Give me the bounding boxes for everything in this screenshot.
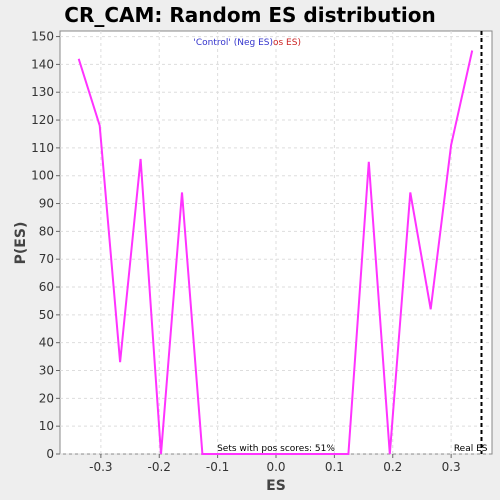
es-distribution-line [77,50,474,455]
y-tick-label: 20 [39,391,54,405]
pos-scores-annotation: Sets with pos scores: 51% [217,444,335,454]
y-tick-label: 80 [39,224,54,238]
y-tick-label: 140 [31,57,54,71]
gridlines [60,31,492,455]
legend-control-neg-es: 'Control' (Neg ES) [193,38,273,48]
y-tick-label: 0 [46,447,54,461]
chart-title: CR_CAM: Random ES distribution [64,3,435,27]
y-tick-label: 150 [31,30,54,44]
real-es-layer: Real ES [454,31,488,454]
series-layer [77,50,474,455]
real-es-label: Real ES [454,444,488,454]
y-tick-label: 120 [31,113,54,127]
y-tick-label: 130 [31,85,54,99]
y-tick-label: 50 [39,308,54,322]
y-tick-label: 40 [39,336,54,350]
y-tick-label: 100 [31,169,54,183]
x-axis: -0.3 -0.2 -0.1 0.0 0.1 0.2 0.3 [89,454,461,474]
y-tick-label: 60 [39,280,54,294]
x-tick-label: -0.1 [206,460,229,474]
x-axis-label: ES [266,478,286,494]
x-tick-label: 0.2 [383,460,402,474]
x-tick-label: 0.0 [266,460,285,474]
x-tick-label: -0.2 [148,460,171,474]
y-axis-label: P(ES) [13,222,29,265]
y-tick-label: 90 [39,197,54,211]
y-axis: 0 10 20 30 40 50 60 70 80 90 100 110 120 130 140 150 [31,30,60,461]
y-tick-label: 10 [39,419,54,433]
y-tick-label: 70 [39,252,54,266]
legend-pos-es: os ES) [273,38,301,48]
x-tick-label: 0.1 [325,460,344,474]
y-tick-label: 30 [39,364,54,378]
x-tick-label: 0.3 [442,460,461,474]
y-tick-label: 110 [31,141,54,155]
x-tick-label: -0.3 [89,460,112,474]
